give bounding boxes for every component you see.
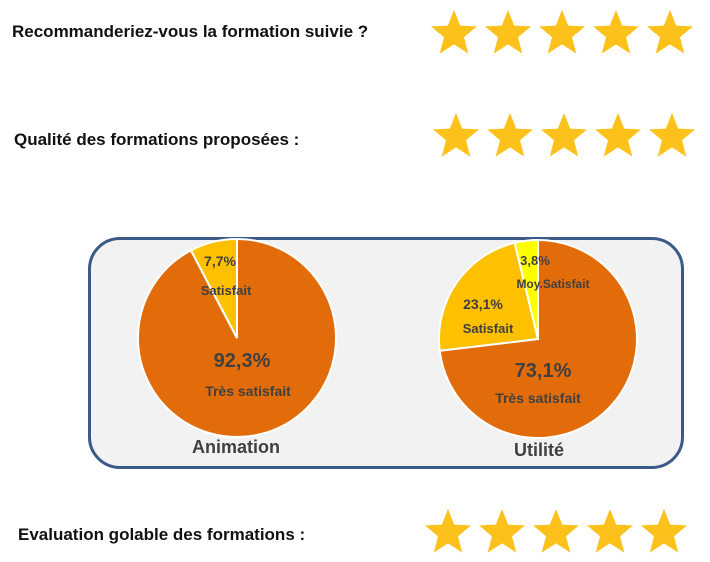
pie-animation: 7,7% Satisfait 92,3% Très satisfait Anim… (137, 237, 337, 457)
slice-value-label: 92,3% (214, 350, 271, 372)
star-icon (533, 509, 579, 553)
star-icon (425, 509, 471, 553)
pie-slice-animation-satisfait (189, 237, 238, 339)
slice-value-label: 3,8% (520, 253, 550, 268)
chart-title-animation: Animation (192, 437, 280, 457)
slice-value-label: 23,1% (463, 296, 503, 312)
question-quality: Qualité des formations proposées : (14, 130, 300, 149)
rating-overall (424, 508, 688, 554)
question-overall: Evaluation golable des formations : (18, 525, 306, 544)
slice-category-label: Satisfait (201, 283, 252, 298)
slice-value-label: 73,1% (515, 360, 572, 382)
star-icon (539, 10, 585, 54)
star-icon (431, 10, 477, 54)
star-icon (433, 113, 479, 157)
star-icon (487, 113, 533, 157)
star-icon (593, 10, 639, 54)
star-icon (647, 10, 693, 54)
slice-category-label: Satisfait (463, 321, 514, 336)
pie-slice-utilite-satisfait (438, 241, 540, 352)
pie-slice-utilite-moy-satisfait (513, 238, 539, 340)
slice-category-label: Très satisfait (205, 383, 291, 399)
star-icon (485, 10, 531, 54)
rating-recommend (430, 9, 694, 55)
star-icon (649, 113, 695, 157)
star-icon (479, 509, 525, 553)
star-icon (587, 509, 633, 553)
rating-quality (432, 112, 696, 158)
star-icon (641, 509, 687, 553)
chart-title-utilite: Utilité (514, 440, 564, 460)
slice-category-label: Moy.Satisfait (516, 277, 589, 291)
slice-value-label: 7,7% (204, 253, 236, 269)
star-icon (595, 113, 641, 157)
pie-utilite: 3,8% Moy.Satisfait 23,1% Satisfait 73,1%… (438, 238, 638, 460)
question-recommend: Recommanderiez-vous la formation suivie … (12, 22, 369, 41)
star-icon (541, 113, 587, 157)
slice-category-label: Très satisfait (495, 390, 581, 406)
